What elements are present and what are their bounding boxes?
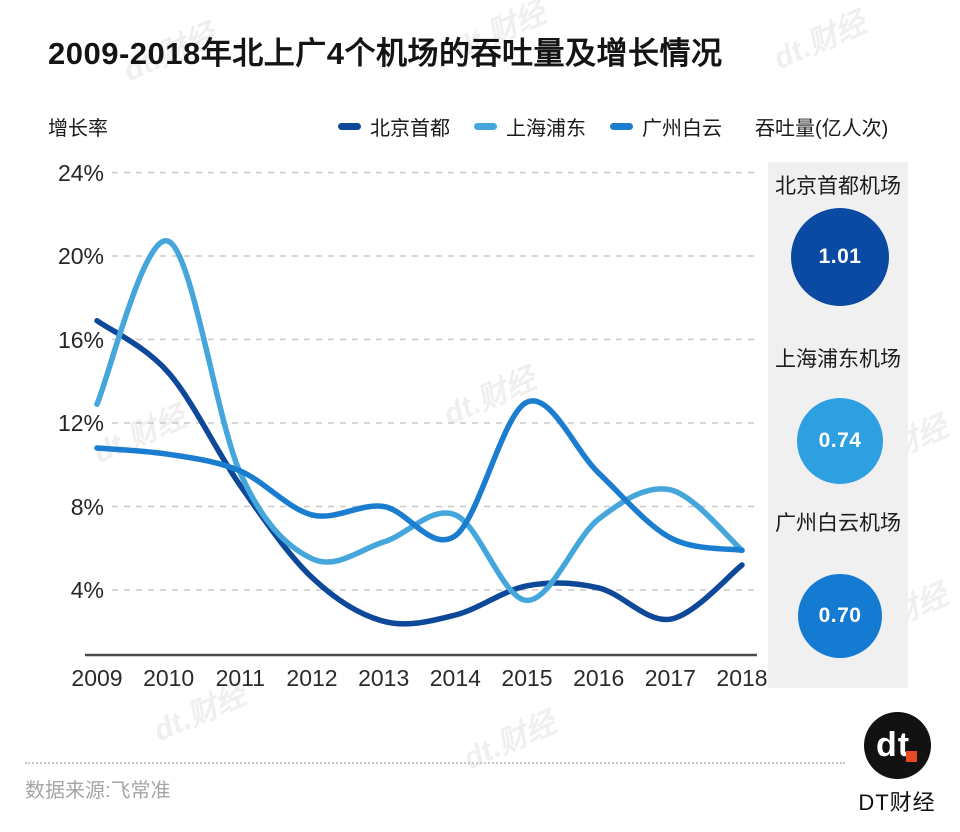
- x-tick-label: 2010: [143, 665, 195, 691]
- x-tick-label: 2018: [716, 665, 768, 691]
- series-line-0: [94, 317, 745, 627]
- throughput-axis-label: 吞吐量(亿人次): [755, 118, 889, 140]
- y-tick-label: 8%: [70, 493, 104, 520]
- legend-item-guangzhou: 广州白云: [610, 112, 722, 141]
- airport-name-beijing: 北京首都机场: [775, 175, 901, 198]
- legend-item-shanghai: 上海浦东: [474, 112, 586, 141]
- dt-logo-dot-icon: [905, 751, 917, 762]
- series-line-2: [94, 398, 745, 554]
- throughput-bubble-beijing: 1.01: [791, 208, 889, 306]
- dt-brand-block: dt DT财经: [849, 712, 945, 817]
- legend-item-beijing: 北京首都: [338, 112, 450, 141]
- x-tick-label: 2016: [573, 665, 625, 691]
- series-line-1: [94, 238, 745, 604]
- legend-swatch-icon: [338, 123, 361, 130]
- brand-name: DT财经: [858, 790, 936, 815]
- y-tick-label: 12%: [57, 410, 104, 436]
- growth-rate-axis-label: 增长率: [48, 118, 108, 140]
- x-tick-label: 2013: [358, 665, 410, 691]
- footer-divider: [25, 762, 845, 764]
- x-tick-label: 2015: [501, 665, 553, 691]
- y-tick-label: 24%: [57, 159, 104, 186]
- y-tick-label: 4%: [70, 577, 104, 603]
- legend-label: 上海浦东: [506, 118, 586, 140]
- throughput-bubble-guangzhou: 0.70: [798, 574, 882, 658]
- data-source-note: 数据来源:飞常准: [25, 780, 171, 802]
- chart-legend: 北京首都 上海浦东 广州白云: [338, 112, 722, 141]
- throughput-value: 1.01: [818, 245, 862, 268]
- x-tick-label: 2009: [71, 665, 123, 691]
- throughput-bubble-shanghai: 0.74: [797, 398, 883, 484]
- x-tick-label: 2012: [286, 665, 338, 691]
- page-title: 2009-2018年北上广4个机场的吞吐量及增长情况: [48, 36, 723, 71]
- legend-label: 北京首都: [370, 118, 450, 140]
- legend-swatch-icon: [610, 123, 633, 130]
- airport-name-shanghai: 上海浦东机场: [775, 348, 901, 371]
- throughput-value: 0.74: [818, 429, 862, 452]
- legend-label: 广州白云: [642, 118, 722, 140]
- airport-name-guangzhou: 广州白云机场: [775, 512, 901, 535]
- x-tick-label: 2011: [215, 665, 266, 691]
- throughput-value: 0.70: [818, 604, 862, 627]
- legend-swatch-icon: [474, 123, 497, 130]
- throughput-panel: 北京首都机场 1.01 上海浦东机场 0.74 广州白云机场 0.70: [768, 162, 908, 688]
- x-tick-label: 2014: [429, 665, 481, 691]
- dt-logo-icon: dt: [863, 712, 931, 779]
- dt-logo-text: dt: [875, 726, 911, 764]
- y-tick-label: 20%: [57, 243, 104, 269]
- x-tick-label: 2017: [644, 665, 696, 691]
- y-tick-label: 16%: [57, 326, 104, 353]
